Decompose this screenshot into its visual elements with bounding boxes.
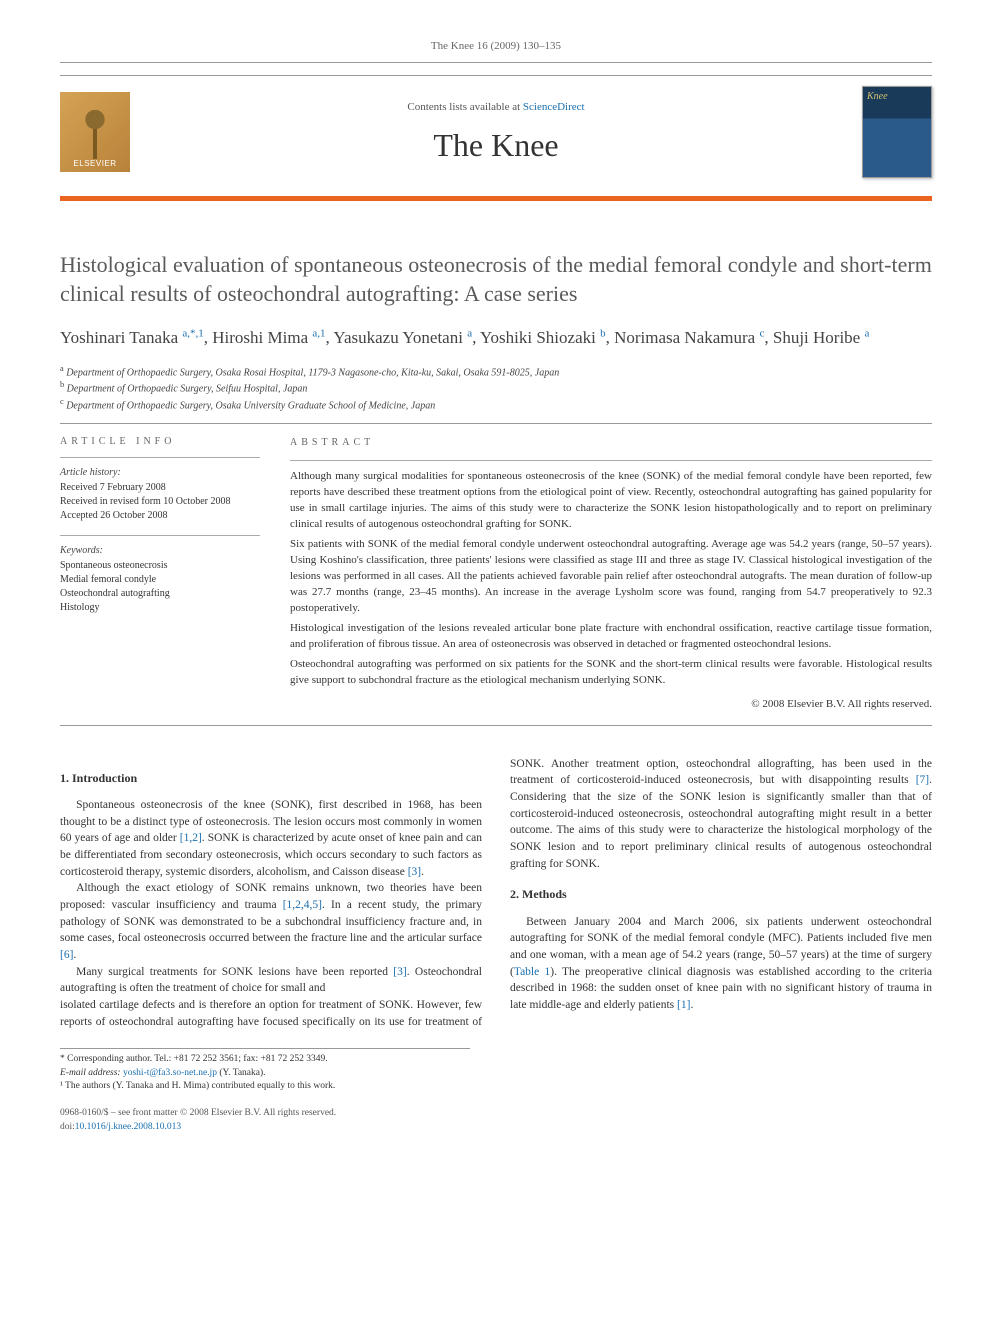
history-line: Received in revised form 10 October 2008 (60, 495, 260, 509)
running-header: The Knee 16 (2009) 130–135 (60, 40, 932, 52)
ref-link[interactable]: [7] (916, 774, 929, 786)
author-name: , Hiroshi Mima (204, 328, 313, 347)
affiliation-line: c Department of Orthopaedic Surgery, Osa… (60, 397, 932, 411)
author-name: , Norimasa Nakamura (606, 328, 760, 347)
doi-link[interactable]: 10.1016/j.knee.2008.10.013 (75, 1122, 181, 1132)
keyword: Medial femoral condyle (60, 573, 260, 587)
ref-link[interactable]: [3] (393, 966, 406, 978)
keyword: Osteochondral autografting (60, 587, 260, 601)
intro-paragraph: Spontaneous osteonecrosis of the knee (S… (60, 797, 482, 880)
keyword: Spontaneous osteonecrosis (60, 559, 260, 573)
email-link[interactable]: yoshi-t@fa3.so-net.ne.jp (123, 1068, 217, 1078)
footnotes-block: * Corresponding author. Tel.: +81 72 252… (60, 1048, 470, 1093)
body-columns: 1. Introduction Spontaneous osteonecrosi… (60, 756, 932, 1031)
affiliation-line: b Department of Orthopaedic Surgery, Sei… (60, 380, 932, 394)
article-info-block: article info Article history: Received 7… (60, 436, 260, 713)
author-affil-marker: a,*,1 (182, 328, 203, 340)
methods-paragraph: Between January 2004 and March 2006, six… (510, 914, 932, 1014)
abstract-heading: abstract (290, 436, 932, 451)
intro-paragraph: Many surgical treatments for SONK lesion… (60, 964, 482, 997)
ref-link[interactable]: [1] (677, 999, 690, 1011)
elsevier-label: ELSEVIER (73, 159, 116, 168)
sciencedirect-link[interactable]: ScienceDirect (523, 101, 585, 113)
front-matter-meta: 0968-0160/$ – see front matter © 2008 El… (60, 1107, 932, 1134)
ref-link[interactable]: [1,2,4,5] (283, 899, 322, 911)
ref-link[interactable]: [1,2] (180, 832, 202, 844)
section-heading-methods: 2. Methods (510, 886, 932, 903)
email-line: E-mail address: yoshi-t@fa3.so-net.ne.jp… (60, 1067, 470, 1080)
elsevier-tree-icon (70, 109, 120, 159)
contents-available-line: Contents lists available at ScienceDirec… (130, 101, 862, 113)
orange-divider (60, 196, 932, 201)
affiliation-line: a Department of Orthopaedic Surgery, Osa… (60, 364, 932, 378)
front-matter-line: 0968-0160/$ – see front matter © 2008 El… (60, 1107, 932, 1120)
history-line: Received 7 February 2008 (60, 481, 260, 495)
copyright-line: © 2008 Elsevier B.V. All rights reserved… (290, 697, 932, 713)
abstract-paragraph: Histological investigation of the lesion… (290, 621, 932, 653)
divider (60, 423, 932, 424)
corresponding-author-note: * Corresponding author. Tel.: +81 72 252… (60, 1053, 470, 1066)
abstract-paragraph: Although many surgical modalities for sp… (290, 469, 932, 533)
journal-cover-thumbnail (862, 86, 932, 178)
divider (60, 725, 932, 726)
author-name: , Yasukazu Yonetani (326, 328, 468, 347)
authors-line: Yoshinari Tanaka a,*,1, Hiroshi Mima a,1… (60, 326, 932, 350)
contents-prefix: Contents lists available at (407, 101, 522, 113)
author-affil-marker: a,1 (312, 328, 325, 340)
author-name: Yoshinari Tanaka (60, 328, 182, 347)
article-info-heading: article info (60, 436, 260, 447)
keywords-label: Keywords: (60, 544, 260, 558)
author-name: , Shuji Horibe (764, 328, 864, 347)
keyword: Histology (60, 601, 260, 615)
ref-link[interactable]: [3] (408, 866, 421, 878)
article-title: Histological evaluation of spontaneous o… (60, 251, 932, 308)
section-heading-intro: 1. Introduction (60, 770, 482, 787)
history-line: Accepted 26 October 2008 (60, 509, 260, 523)
abstract-paragraph: Six patients with SONK of the medial fem… (290, 537, 932, 617)
table-link[interactable]: Table 1 (514, 966, 550, 978)
abstract-block: abstract Although many surgical modaliti… (290, 436, 932, 713)
abstract-paragraph: Osteochondral autografting was performed… (290, 657, 932, 689)
ref-link[interactable]: [6] (60, 949, 73, 961)
history-label: Article history: (60, 466, 260, 480)
equal-contribution-note: ¹ The authors (Y. Tanaka and H. Mima) co… (60, 1080, 470, 1093)
journal-header: ELSEVIER Contents lists available at Sci… (60, 76, 932, 196)
doi-line: doi:10.1016/j.knee.2008.10.013 (60, 1121, 932, 1134)
author-name: , Yoshiki Shiozaki (472, 328, 600, 347)
top-rule (60, 62, 932, 76)
journal-name: The Knee (130, 127, 862, 164)
elsevier-logo: ELSEVIER (60, 92, 130, 172)
intro-paragraph: Although the exact etiology of SONK rema… (60, 880, 482, 963)
author-affil-marker: a (864, 328, 869, 340)
